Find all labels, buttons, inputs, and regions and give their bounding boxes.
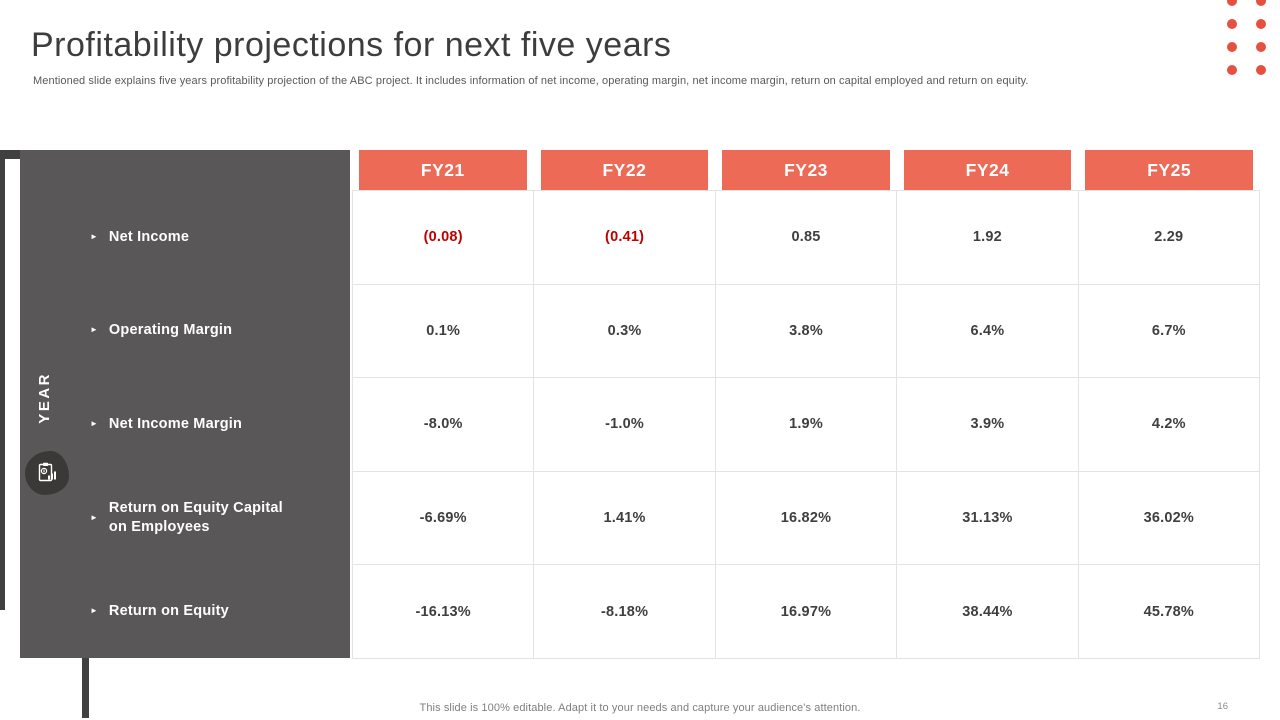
table-cell: 1.41% bbox=[534, 471, 716, 566]
table-cell: 6.7% bbox=[1078, 284, 1260, 379]
column-header: FY23 bbox=[722, 150, 890, 190]
column-header: FY21 bbox=[359, 150, 527, 190]
row-label: ► Operating Margin bbox=[20, 284, 350, 378]
table-cell: (0.41) bbox=[534, 191, 716, 285]
table-cell: 0.3% bbox=[534, 284, 716, 379]
slide-subtitle: Mentioned slide explains five years prof… bbox=[33, 75, 1029, 87]
page-number: 16 bbox=[1217, 701, 1228, 712]
page-title: Profitability projections for next five … bbox=[31, 26, 672, 64]
row-label: ► Return on Equity Capital on Employees bbox=[20, 471, 350, 565]
triangle-bullet-icon: ► bbox=[90, 325, 98, 335]
table-cell: 1.92 bbox=[897, 191, 1079, 285]
table-cell: 1.9% bbox=[715, 378, 898, 472]
finance-report-glyph bbox=[38, 462, 56, 482]
table-cell: 4.2% bbox=[1078, 378, 1260, 472]
table-cell: (0.08) bbox=[353, 191, 535, 285]
footer-note: This slide is 100% editable. Adapt it to… bbox=[419, 702, 861, 714]
table-cell: -16.13% bbox=[353, 565, 535, 659]
row-label-text: Operating Margin bbox=[108, 322, 233, 339]
table-cell: 0.1% bbox=[353, 284, 535, 379]
row-label: ► Net Income bbox=[20, 190, 350, 284]
table-cell: 38.44% bbox=[897, 565, 1079, 659]
table-cell: 16.82% bbox=[715, 471, 898, 566]
table-cell: 2.29 bbox=[1078, 191, 1260, 285]
triangle-bullet-icon: ► bbox=[90, 512, 98, 522]
table-cell: 36.02% bbox=[1078, 471, 1260, 566]
column-header: FY22 bbox=[540, 150, 709, 190]
row-label-text: Net Income Margin bbox=[108, 415, 243, 432]
row-label-text: Return on Equity bbox=[108, 603, 229, 620]
table-cell: -8.0% bbox=[353, 378, 535, 472]
table-cell: -1.0% bbox=[534, 378, 716, 472]
row-header-panel: YEAR ► Net Income ► Operating Margin ► Net In… bbox=[20, 150, 350, 658]
row-label-text: Net Income bbox=[108, 228, 190, 245]
table-cell: 3.8% bbox=[715, 284, 898, 379]
table-cell: 0.85 bbox=[715, 191, 898, 285]
dot-icon bbox=[1227, 19, 1237, 29]
table-cell: 3.9% bbox=[897, 378, 1079, 472]
table-grid: (0.08) (0.41) 0.85 1.92 2.29 0.1% 0.3% 3.8% 6.4%… bbox=[352, 190, 1260, 659]
dot-icon bbox=[1227, 0, 1237, 6]
dot-icon bbox=[1256, 65, 1266, 75]
dot-icon bbox=[1256, 0, 1266, 6]
table-cell: 6.4% bbox=[897, 284, 1079, 379]
dot-icon bbox=[1256, 19, 1266, 29]
dot-icon bbox=[1227, 42, 1237, 52]
column-headers: FY21 FY22 FY23 FY24 FY25 bbox=[352, 150, 1260, 190]
row-label-text: Return on Equity Capital on Employees bbox=[108, 500, 283, 535]
row-label: ► Net Income Margin bbox=[20, 377, 350, 471]
table-cell: -6.69% bbox=[353, 471, 535, 566]
dot-grid-icon bbox=[1227, 0, 1266, 75]
triangle-bullet-icon: ► bbox=[90, 606, 98, 616]
column-header: FY24 bbox=[903, 150, 1072, 190]
row-label: ► Return on Equity bbox=[20, 564, 350, 658]
table-cell: 16.97% bbox=[715, 565, 898, 659]
triangle-bullet-icon: ► bbox=[90, 231, 98, 241]
table-cell: 45.78% bbox=[1078, 565, 1260, 659]
dot-icon bbox=[1256, 42, 1266, 52]
column-header: FY25 bbox=[1085, 150, 1253, 190]
dot-icon bbox=[1227, 65, 1237, 75]
table-cell: 31.13% bbox=[897, 471, 1079, 566]
triangle-bullet-icon: ► bbox=[90, 418, 98, 428]
row-labels: ► Net Income ► Operating Margin ► Net Income … bbox=[20, 190, 350, 658]
data-table: FY21 FY22 FY23 FY24 FY25 (0.08) (0.41) 0.85 1.9… bbox=[352, 150, 1260, 659]
finance-report-icon bbox=[25, 451, 69, 495]
table-cell: -8.18% bbox=[534, 565, 716, 659]
frame-left-line bbox=[0, 150, 5, 610]
